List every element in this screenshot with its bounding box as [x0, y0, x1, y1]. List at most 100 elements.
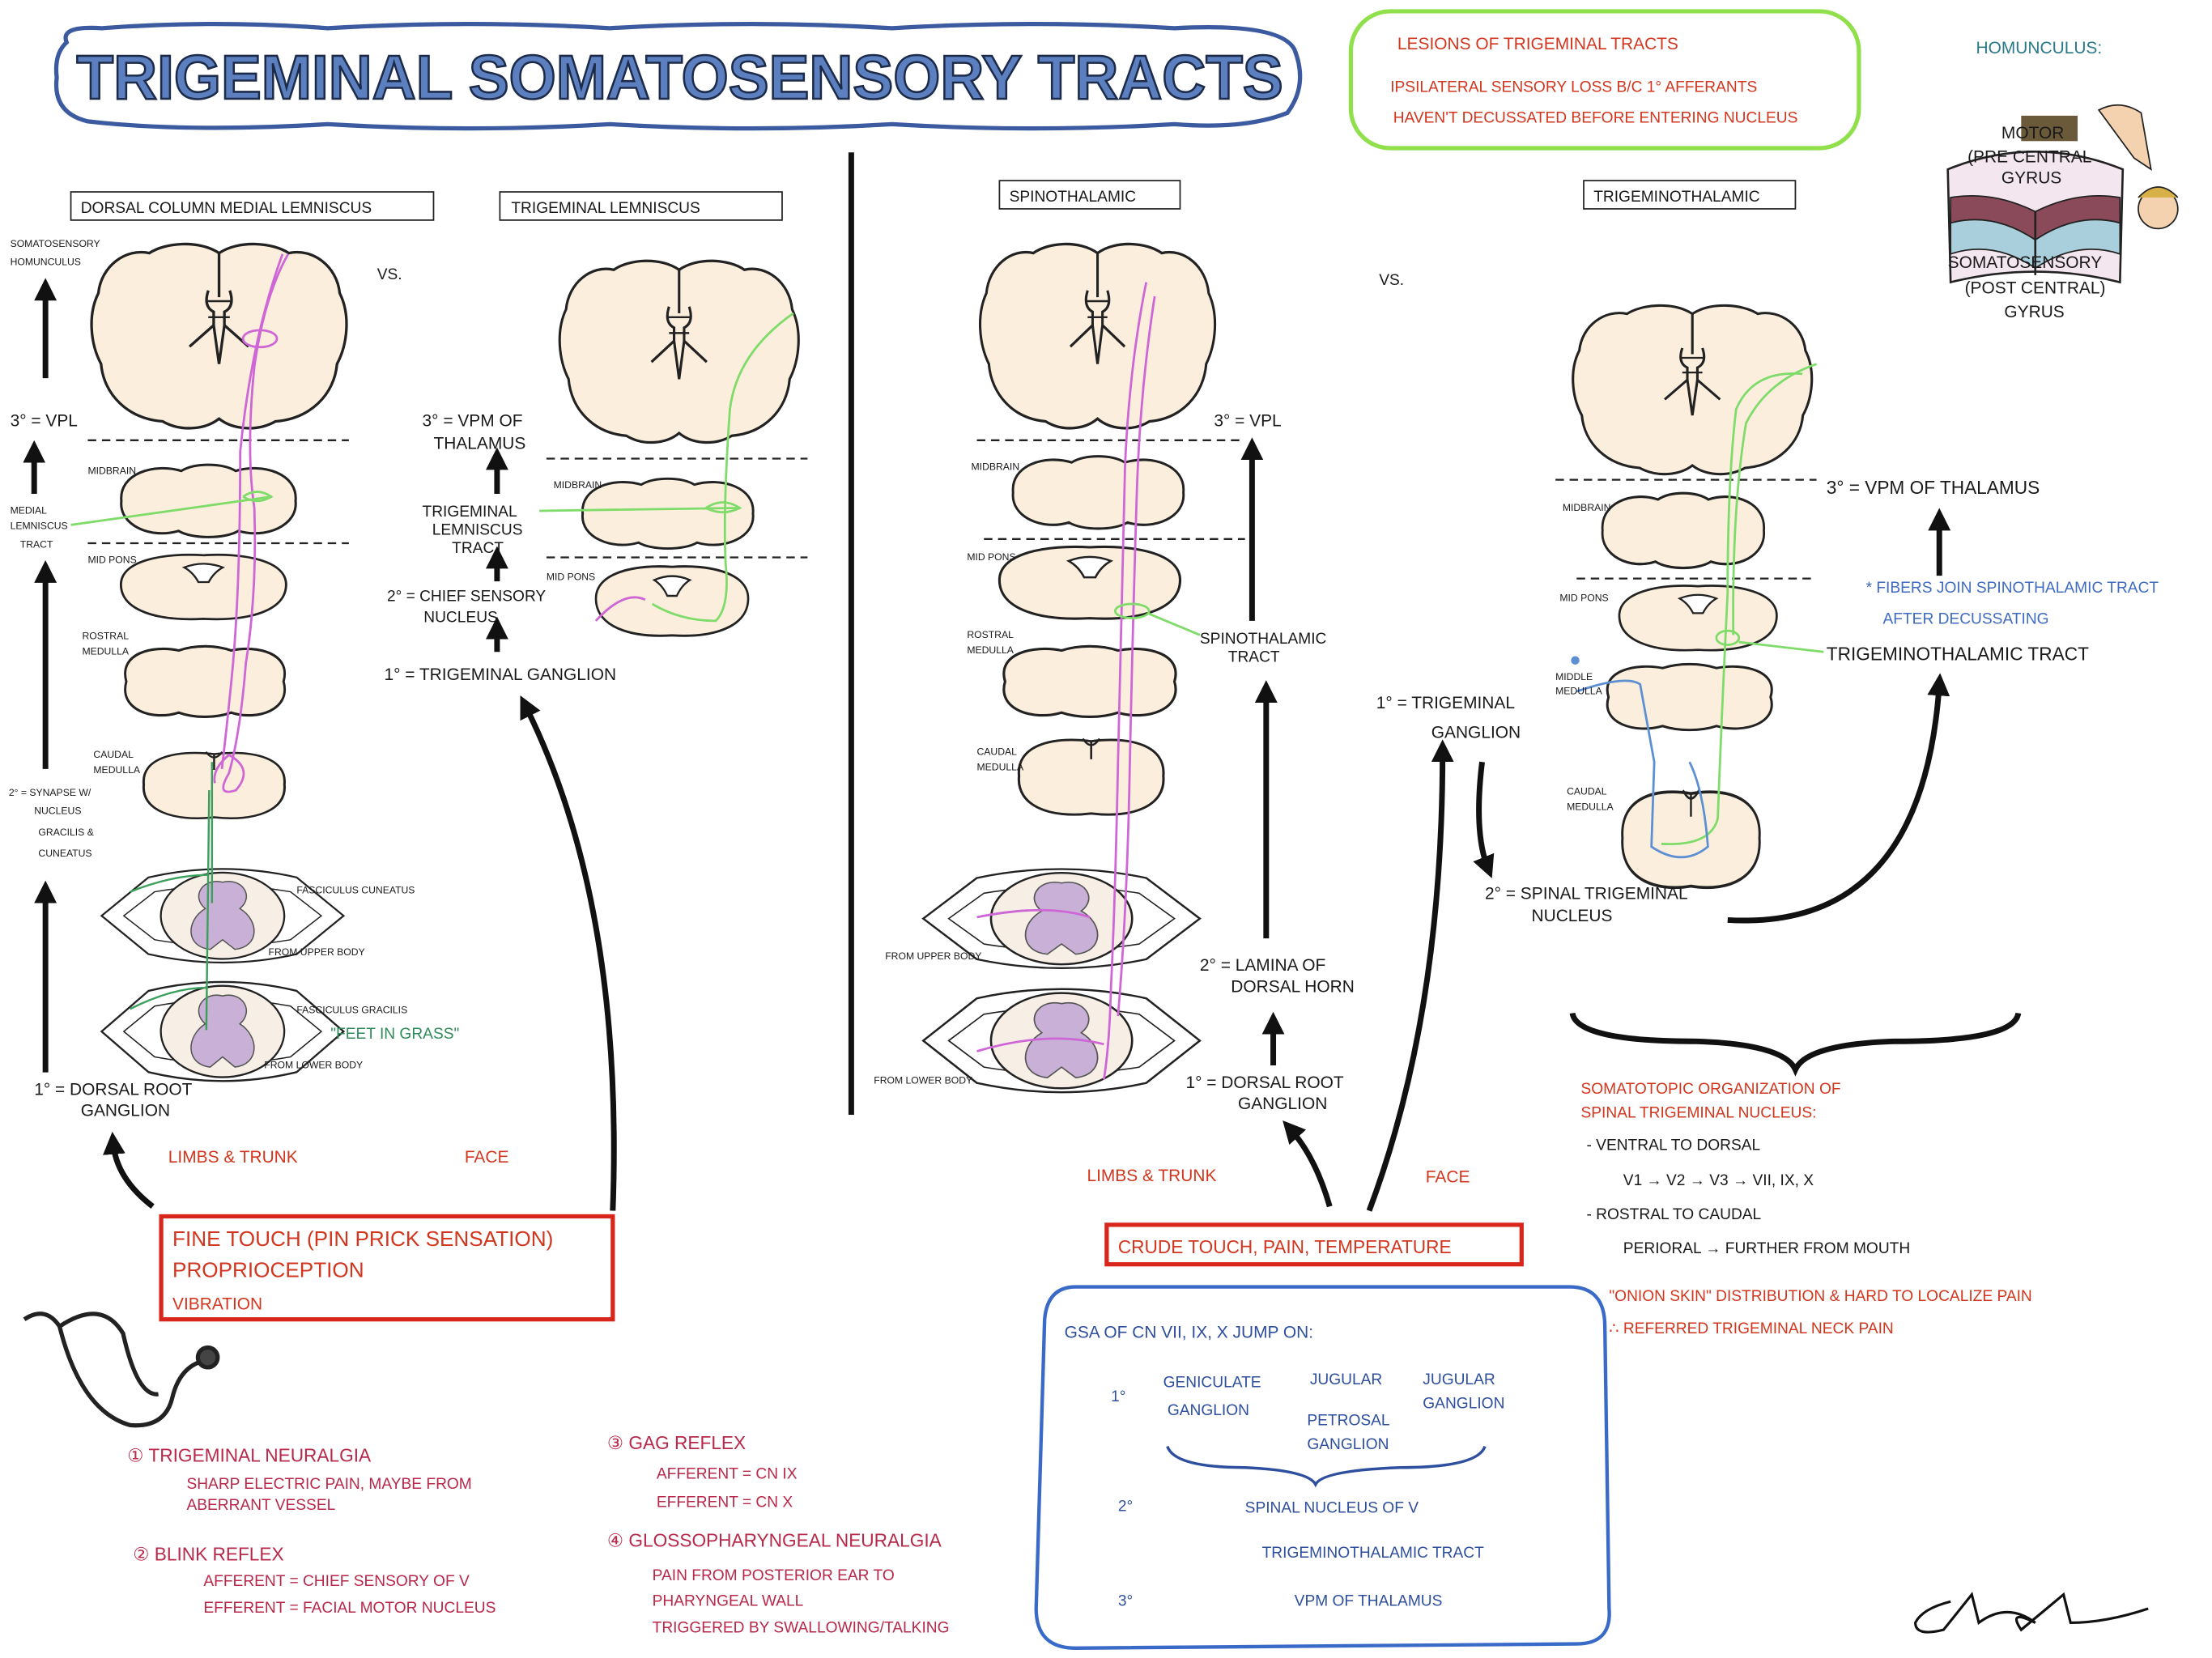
stethoscope [23, 1312, 220, 1428]
vs: VS. [1379, 272, 1404, 289]
label: TRACT [452, 540, 504, 557]
label: FROM UPPER BODY [885, 950, 981, 962]
drawing [1738, 640, 1824, 653]
modality: VIBRATION [172, 1295, 262, 1313]
label: HOMUNCULUS [11, 257, 81, 268]
caudal-section [1620, 789, 1762, 890]
label: SOMATOSENSORY [11, 238, 100, 249]
med-section [1606, 662, 1773, 732]
drawing [1113, 602, 1151, 619]
panel-title-box [1583, 180, 1797, 210]
label: MID PONS [1559, 593, 1608, 604]
gsa-level: 3° [1118, 1593, 1133, 1610]
label: MEDULLA [1567, 801, 1614, 812]
label: "FEET IN GRASS" [330, 1026, 459, 1043]
brain-section [978, 242, 1217, 430]
homunculus-label: GYRUS [2004, 303, 2064, 321]
pons-section [1618, 585, 1778, 652]
label: 3° = VPM OF [423, 411, 523, 430]
gsa-item: JUGULAR [1423, 1371, 1495, 1388]
label: ROSTRAL [82, 631, 129, 642]
label: DORSAL HORN [1231, 977, 1355, 996]
label: MEDULLA [1555, 686, 1602, 697]
label: MID PONS [547, 571, 595, 582]
modality-label: LIMBS & TRUNK [1087, 1167, 1216, 1185]
med-section [1002, 644, 1177, 719]
label: AFTER DECUSSATING [1883, 610, 2049, 627]
label: CUNEATUS [38, 848, 91, 859]
somatotopic-title: SPINAL TRIGEMINAL NUCLEUS: [1581, 1104, 1817, 1121]
title-cloud [53, 22, 1303, 131]
drawing [1732, 363, 1818, 636]
clinical-line: TRIGGERED BY SWALLOWING/TALKING [653, 1620, 950, 1637]
gsa-item: SPINAL NUCLEUS OF V [1245, 1499, 1419, 1516]
label: LEMNISCUS [432, 522, 523, 539]
label: 2° = SYNAPSE W/ [9, 787, 91, 798]
gsa-level: 1° [1111, 1388, 1125, 1405]
label: MIDBRAIN [1563, 502, 1611, 513]
arrows [1240, 437, 1454, 1212]
somatotopic-line: V1 → V2 → V3 → VII, IX, X [1623, 1172, 1814, 1189]
brain-section [558, 259, 800, 444]
somatotopic-note: ∴ REFERRED TRIGEMINAL NECK PAIN [1609, 1320, 1893, 1337]
label: TRACT [1228, 648, 1280, 665]
label: 3° = VPL [11, 411, 78, 430]
somatotopic-note: "ONION SKIN" DISTRIBUTION & HARD TO LOCA… [1609, 1288, 2031, 1305]
gsa-item: TRIGEMINOTHALAMIC TRACT [1262, 1545, 1485, 1562]
somatotopic-line: - VENTRAL TO DORSAL [1586, 1137, 1760, 1154]
drawing [103, 1131, 155, 1209]
modality: CRUDE TOUCH, PAIN, TEMPERATURE [1118, 1236, 1452, 1257]
label: CAUDAL [977, 746, 1018, 757]
label: LEMNISCUS [11, 521, 68, 532]
label: MIDDLE [1555, 671, 1593, 682]
clinical-title: ③ GAG REFLEX [607, 1432, 746, 1453]
homunculus-label: MOTOR [2001, 124, 2064, 142]
panel-title: TRIGEMINAL LEMNISCUS [511, 200, 700, 217]
label: CAUDAL [93, 749, 134, 760]
brain-section [90, 242, 348, 430]
arrows [23, 278, 155, 1209]
label: MIDBRAIN [972, 461, 1020, 472]
modality: FINE TOUCH (PIN PRICK SENSATION) [172, 1226, 553, 1251]
homunculus-label: SOMATOSENSORY [1948, 253, 2103, 272]
drawing [651, 312, 794, 623]
modality-box [1104, 1222, 1524, 1267]
lesions-title: LESIONS OF TRIGEMINAL TRACTS [1397, 35, 1678, 53]
label: MIDBRAIN [87, 466, 136, 477]
drawing [520, 695, 617, 1211]
label: MID PONS [87, 554, 136, 565]
label: MID PONS [967, 551, 1015, 563]
signature [1914, 1592, 2149, 1634]
label: GANGLION [1238, 1095, 1327, 1113]
label: 1° = DORSAL ROOT [34, 1081, 192, 1099]
label: TRIGEMINOTHALAMIC TRACT [1827, 644, 2089, 665]
drawing [1715, 629, 1741, 646]
lesions-box [1348, 9, 1861, 151]
lesions-line: IPSILATERAL SENSORY LOSS B/C 1° AFFERANT… [1390, 79, 1757, 96]
drawing [2097, 104, 2152, 172]
label: 2° = LAMINA OF [1200, 956, 1325, 975]
drawing [220, 253, 284, 770]
brain-section [1572, 304, 1814, 476]
mid-section [1011, 455, 1185, 530]
label: NUCLEUS [1532, 907, 1613, 925]
arrows [1473, 508, 1951, 924]
label: FASCICULUS CUNEATUS [296, 884, 415, 895]
somatotopic-line: - ROSTRAL TO CAUDAL [1586, 1206, 1761, 1223]
panel-title-box [70, 191, 435, 221]
drawing [70, 491, 274, 526]
drawing [539, 501, 742, 514]
lesions-line: HAVEN'T DECUSSATED BEFORE ENTERING NUCLE… [1393, 110, 1798, 127]
med-section [124, 644, 287, 719]
drawing [1117, 295, 1156, 1017]
drawing [1283, 1120, 1333, 1208]
clinical-line: AFFERENT = CN IX [657, 1466, 798, 1483]
drawing [2021, 115, 2078, 142]
clinical-line: PHARYNGEAL WALL [653, 1593, 804, 1610]
pons-section [998, 545, 1182, 620]
drawing [23, 1312, 202, 1428]
drawing [130, 762, 214, 1031]
gsa-item: VPM OF THALAMUS [1295, 1593, 1443, 1610]
clinical-line: AFFERENT = CHIEF SENSORY OF V [203, 1573, 470, 1590]
clinical-title: ④ GLOSSOPHARYNGEAL NEURALGIA [607, 1529, 942, 1550]
